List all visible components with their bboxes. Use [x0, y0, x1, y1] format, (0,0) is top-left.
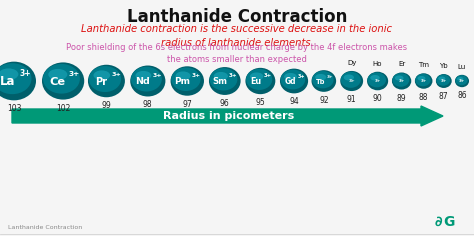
Ellipse shape — [367, 72, 388, 90]
Text: Gd: Gd — [284, 77, 296, 86]
Text: Lanthanide Contraction: Lanthanide Contraction — [8, 225, 82, 230]
Ellipse shape — [210, 68, 237, 90]
Text: 99: 99 — [101, 101, 111, 110]
Ellipse shape — [415, 73, 432, 89]
Ellipse shape — [88, 65, 125, 97]
Ellipse shape — [392, 72, 411, 89]
Text: 94: 94 — [289, 97, 299, 106]
Text: 3+: 3+ — [264, 73, 272, 79]
Text: 88: 88 — [419, 93, 428, 102]
Ellipse shape — [284, 73, 297, 80]
Ellipse shape — [130, 66, 165, 97]
Text: 103: 103 — [7, 104, 21, 113]
Text: Lu: Lu — [458, 64, 466, 70]
Ellipse shape — [455, 75, 469, 87]
Ellipse shape — [280, 69, 308, 93]
Text: 3+: 3+ — [327, 75, 334, 79]
Text: Eu: Eu — [251, 77, 262, 86]
Ellipse shape — [93, 70, 110, 80]
Text: 3+: 3+ — [374, 79, 381, 83]
Ellipse shape — [136, 71, 151, 80]
Text: Tm: Tm — [418, 62, 429, 68]
Text: 3+: 3+ — [152, 73, 162, 78]
Ellipse shape — [438, 76, 446, 81]
Text: 3+: 3+ — [348, 79, 355, 83]
Ellipse shape — [171, 66, 204, 96]
Ellipse shape — [311, 70, 336, 92]
Ellipse shape — [436, 75, 450, 86]
Text: Lanthanide Contraction: Lanthanide Contraction — [127, 8, 347, 26]
Text: 92: 92 — [319, 96, 328, 105]
Ellipse shape — [250, 72, 264, 80]
Ellipse shape — [246, 68, 275, 94]
Ellipse shape — [0, 62, 36, 100]
Text: Sm: Sm — [213, 77, 228, 86]
Text: 90: 90 — [373, 94, 383, 103]
Text: Tb: Tb — [316, 79, 325, 84]
Text: 98: 98 — [143, 101, 153, 110]
Text: Radius in picometers: Radius in picometers — [164, 111, 294, 121]
Text: Ho: Ho — [373, 61, 383, 67]
Ellipse shape — [209, 67, 241, 95]
Text: 3+: 3+ — [69, 71, 80, 77]
Ellipse shape — [436, 74, 452, 88]
Text: Poor shielding of the 6s electrons from nuclear charge by the 4f electrons makes: Poor shielding of the 6s electrons from … — [66, 43, 408, 64]
Ellipse shape — [171, 67, 201, 91]
Text: 3+: 3+ — [229, 73, 237, 78]
Ellipse shape — [457, 77, 464, 81]
Text: Yb: Yb — [439, 63, 448, 69]
Ellipse shape — [89, 66, 121, 92]
Ellipse shape — [131, 67, 162, 92]
Ellipse shape — [340, 71, 363, 91]
Ellipse shape — [370, 75, 380, 80]
Text: 3+: 3+ — [459, 79, 465, 83]
Text: G: G — [443, 215, 455, 229]
Text: 3+: 3+ — [399, 79, 405, 83]
Ellipse shape — [48, 69, 67, 80]
Ellipse shape — [344, 74, 354, 80]
Ellipse shape — [341, 72, 361, 88]
Ellipse shape — [42, 62, 84, 100]
Text: 87: 87 — [439, 92, 448, 101]
Text: 3+: 3+ — [111, 72, 121, 77]
Text: Pm: Pm — [174, 77, 191, 86]
Text: 95: 95 — [255, 98, 265, 107]
Text: ∂: ∂ — [434, 215, 442, 229]
Text: 97: 97 — [182, 100, 192, 109]
Ellipse shape — [315, 74, 326, 80]
Text: 96: 96 — [220, 99, 230, 108]
Ellipse shape — [455, 75, 467, 85]
FancyArrow shape — [12, 106, 443, 126]
Ellipse shape — [395, 76, 403, 80]
Text: Ce: Ce — [49, 77, 65, 87]
Text: La: La — [0, 76, 16, 88]
Text: Dy: Dy — [347, 60, 356, 66]
Text: 102: 102 — [56, 104, 70, 113]
Ellipse shape — [312, 71, 334, 88]
Text: Er: Er — [398, 62, 405, 67]
Text: 86: 86 — [457, 91, 467, 100]
Text: 3+: 3+ — [20, 69, 31, 78]
Text: Nd: Nd — [136, 77, 150, 86]
Ellipse shape — [43, 64, 80, 94]
Text: 3+: 3+ — [191, 73, 201, 78]
Ellipse shape — [246, 69, 272, 90]
Text: 3+: 3+ — [298, 74, 305, 79]
Text: 91: 91 — [347, 95, 356, 104]
Ellipse shape — [214, 72, 228, 80]
Ellipse shape — [392, 73, 410, 87]
Text: Lanthanide contraction is the successive decrease in the ionic
radius of lanthan: Lanthanide contraction is the successive… — [82, 24, 392, 48]
Ellipse shape — [175, 72, 191, 80]
Text: 3+: 3+ — [441, 79, 447, 83]
Text: Pr: Pr — [95, 77, 107, 87]
Ellipse shape — [415, 74, 431, 86]
Ellipse shape — [281, 70, 305, 89]
Text: 89: 89 — [397, 93, 406, 102]
Text: 3+: 3+ — [420, 79, 427, 83]
Ellipse shape — [367, 72, 386, 87]
Ellipse shape — [418, 76, 426, 81]
Ellipse shape — [0, 68, 18, 80]
Ellipse shape — [0, 63, 31, 94]
